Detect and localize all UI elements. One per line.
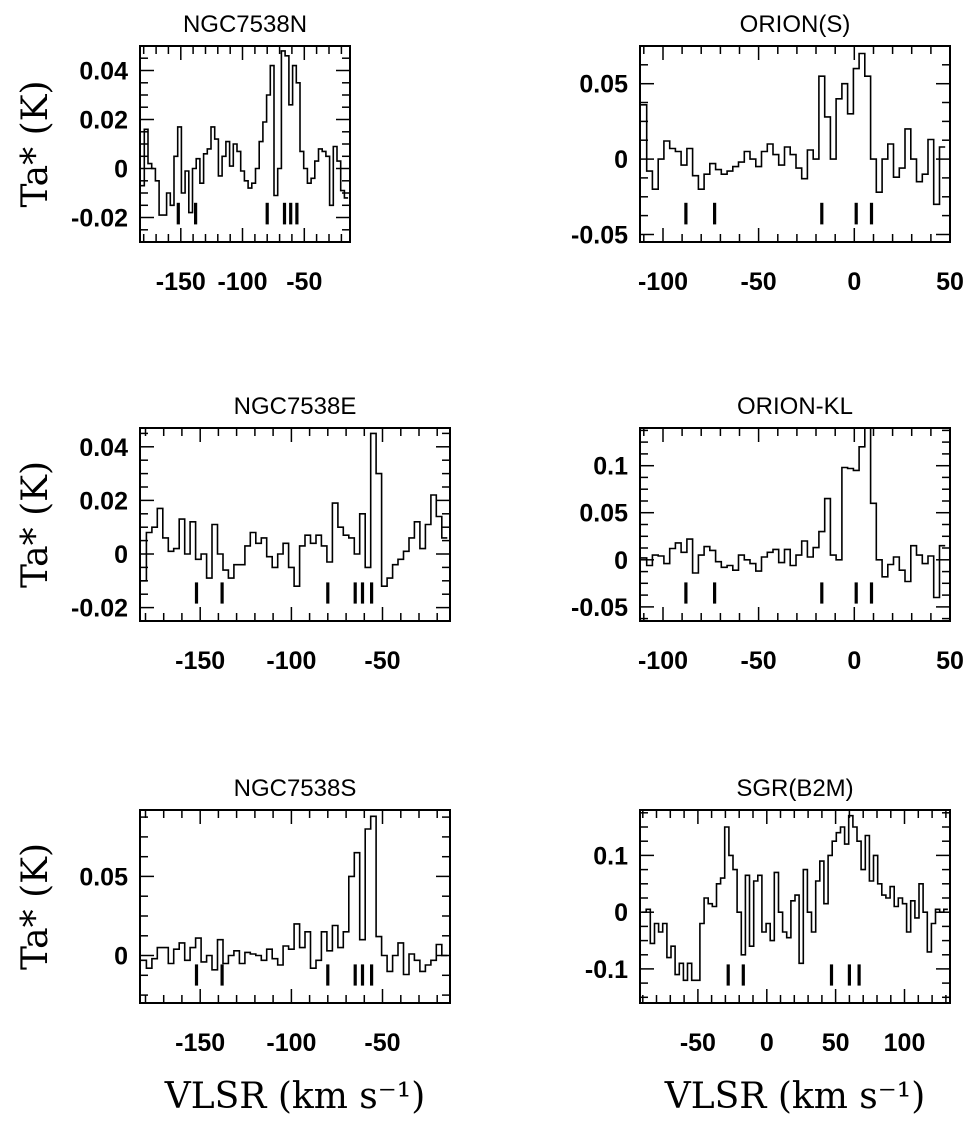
chart-title: ORION(S) [740,11,851,38]
y-tick-label: 0.04 [79,58,128,86]
spectrum-line [140,50,349,216]
x-tick-label: -150 [175,1029,225,1057]
x-tick-label: 50 [936,647,964,675]
y-tick-label: -0.05 [571,222,628,250]
x-tick-label: -50 [741,647,777,675]
plot-frame [639,45,951,243]
spectrum-line [641,52,946,206]
chart-title: ORION-KL [737,393,853,420]
y-tick-label: 0.1 [593,842,628,870]
x-tick-label: -50 [680,1029,716,1057]
y-tick-label: -0.02 [71,205,128,233]
x-tick-label: 0 [760,1029,774,1057]
spectrum-line [641,427,946,599]
y-tick-label: 0.02 [79,107,128,135]
x-tick-label: -50 [364,647,400,675]
spectrum-line [140,815,448,976]
y-tick-label: 0 [114,541,128,569]
chart-orion-kl: ORION-KL -100 -50 0 50 0.1 0.05 0 -0.05 [571,393,964,675]
chart-title: SGR(B2M) [736,775,853,802]
y-axis-label: Ta* (K) [15,80,56,207]
y-tick-label: 0 [114,156,128,184]
chart-title: NGC7538S [234,775,357,802]
x-tick-label: -150 [175,647,225,675]
x-tick-label: -50 [286,268,322,296]
x-tick-label: -100 [217,268,267,296]
plot-frame [139,809,451,1004]
y-tick-label: 0.05 [79,863,128,891]
x-tick-label: -100 [266,647,316,675]
chart-sgr-b2m: SGR(B2M) -50 0 50 100 0.1 0 -0.1 VLSR (km s⁻¹) [585,775,951,1117]
plot-frame [639,809,951,1004]
y-tick-label: -0.1 [585,956,628,984]
y-tick-label: 0 [614,899,628,927]
x-tick-label: 100 [884,1029,926,1057]
chart-title: NGC7538N [183,11,307,38]
y-tick-label: 0.1 [593,453,628,481]
x-tick-label: -100 [638,268,688,296]
y-tick-label: 0.05 [579,500,628,528]
y-axis-label: Ta* (K) [15,843,56,970]
x-tick-label: 50 [822,1029,850,1057]
plot-frame [139,45,351,243]
x-tick-label: -100 [266,1029,316,1057]
y-tick-label: -0.02 [71,595,128,623]
y-tick-label: 0.04 [79,434,128,462]
x-tick-label: -100 [638,647,688,675]
y-tick-label: 0.02 [79,487,128,515]
x-tick-label: 50 [936,268,964,296]
x-axis-label: VLSR (km s⁻¹) [164,1076,426,1117]
chart-title: NGC7538E [234,393,357,420]
spectrum-line [140,432,448,587]
x-tick-label: -50 [364,1029,400,1057]
y-tick-label: -0.05 [571,594,628,622]
chart-orion-s: ORION(S) -100 -50 0 50 0.05 0 -0.05 [571,11,964,296]
chart-ngc7538n: NGC7538N -150 -100 -50 0.04 0.02 0 -0.02 Ta* (K) [15,11,351,296]
y-tick-label: 0.05 [579,71,628,99]
spectrum-line [642,814,948,982]
x-tick-label: 0 [847,268,861,296]
y-tick-label: 0 [614,146,628,174]
y-tick-label: 0 [114,943,128,971]
x-tick-label: 0 [847,647,861,675]
chart-ngc7538e: NGC7538E -150 -100 -50 0.04 0.02 0 -0.02 Ta* (K) [15,393,451,675]
x-tick-label: -150 [156,268,206,296]
chart-ngc7538s: NGC7538S -150 -100 -50 0.05 0 Ta* (K) VLSR (km … [15,775,451,1117]
plot-frame [139,427,451,622]
y-tick-label: 0 [614,547,628,575]
y-axis-label: Ta* (K) [15,461,56,588]
x-axis-label: VLSR (km s⁻¹) [664,1076,926,1117]
x-tick-label: -50 [741,268,777,296]
